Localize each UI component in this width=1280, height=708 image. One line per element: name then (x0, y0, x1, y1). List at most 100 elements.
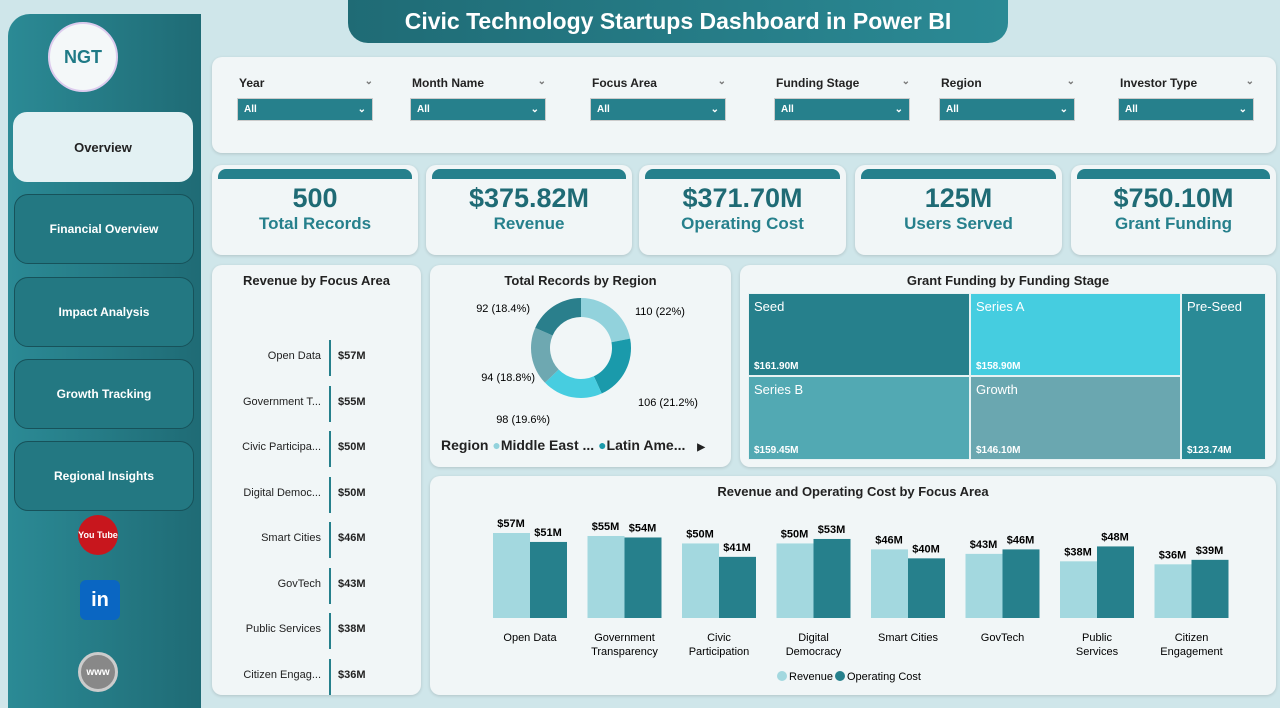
kpi-label: Users Served (904, 214, 1013, 233)
nav-label: Impact Analysis (58, 305, 150, 319)
bar-label: $43M (970, 539, 998, 551)
bar-label: $36M (1159, 549, 1187, 561)
chevron-down-icon: ⌄ (530, 104, 539, 115)
tile-name: Seed (754, 299, 785, 314)
bar[interactable] (1154, 564, 1192, 618)
chevron-down-icon: ⌄ (710, 104, 719, 115)
page-title: Civic Technology Startups Dashboard in P… (348, 0, 1008, 43)
chevron-down-icon[interactable]: ⌄ (717, 76, 726, 87)
bar-category: Civic Participa... (242, 441, 321, 453)
filter-label: Funding Stage (776, 76, 860, 90)
bar[interactable] (329, 613, 331, 649)
nav-growth-tracking[interactable]: Growth Tracking (14, 359, 194, 429)
bar-label: $41M (723, 542, 751, 554)
bar[interactable] (329, 658, 331, 695)
donut-slice[interactable] (531, 327, 559, 383)
filter-dropdown[interactable]: All ⌄ (410, 98, 546, 121)
bar[interactable] (1097, 546, 1134, 618)
bar[interactable] (329, 567, 331, 604)
filter-dropdown[interactable]: All ⌄ (590, 98, 726, 121)
bar[interactable] (329, 476, 331, 513)
bar[interactable] (329, 431, 331, 467)
legend-item: Middle East ... (500, 437, 595, 453)
bar-label: $40M (912, 543, 940, 555)
bar[interactable] (1191, 559, 1229, 618)
linkedin-icon[interactable]: in (80, 580, 120, 620)
chevron-down-icon: ⌄ (1238, 104, 1247, 115)
bar[interactable] (530, 541, 567, 618)
nav-financial-overview[interactable]: Financial Overview (14, 194, 194, 264)
bar[interactable] (813, 538, 851, 618)
x-tick-label: Services (1076, 646, 1119, 658)
slice-label: 92 (18.4%) (476, 303, 530, 315)
bar[interactable] (624, 537, 662, 618)
donut-slice[interactable] (535, 298, 581, 336)
treemap-tile[interactable]: Series B $159.45M (748, 376, 970, 460)
treemap-tile[interactable]: Pre-Seed $123.74M (1181, 293, 1266, 460)
treemap-tile[interactable]: Series A $158.90M (970, 293, 1181, 376)
donut-slice[interactable] (544, 369, 602, 398)
x-tick-label: Participation (689, 646, 750, 658)
bar[interactable] (587, 535, 625, 618)
legend-item: Revenue (789, 671, 833, 683)
bar[interactable] (1002, 549, 1040, 618)
bar[interactable] (329, 522, 331, 558)
filter-label: Month Name (412, 76, 484, 90)
filter-dropdown[interactable]: All ⌄ (1118, 98, 1254, 121)
filter-value: All (1125, 104, 1138, 115)
bar[interactable] (965, 553, 1003, 618)
bar-category: Government T... (242, 395, 321, 408)
legend: Region ●Middle East ... ●Latin Ame... ▶ (441, 437, 705, 453)
bar-row: Digital Democ... $50M (212, 476, 421, 513)
chart-title: Grant Funding by Funding Stage (906, 273, 1110, 288)
tile-value: $158.90M (976, 361, 1021, 372)
filter-value: All (946, 104, 959, 115)
revenue-cost-panel: Revenue and Operating Cost by Focus Area… (430, 476, 1276, 695)
chevron-down-icon[interactable]: ⌄ (364, 76, 373, 87)
chevron-down-icon: ⌄ (357, 104, 366, 115)
filter-dropdown[interactable]: All ⌄ (774, 98, 910, 121)
legend-next-icon[interactable]: ▶ (697, 442, 705, 453)
bar[interactable] (871, 549, 908, 618)
kpi-card: 500 Total Records (212, 165, 418, 255)
bar-category: GovTech (277, 577, 321, 590)
donut-slice[interactable] (581, 298, 631, 343)
tile-name: Pre-Seed (1187, 299, 1242, 314)
bar-label: $55M (592, 521, 620, 533)
bar[interactable] (682, 543, 719, 618)
youtube-icon[interactable]: You Tube (78, 515, 118, 555)
grant-funding-panel: Grant Funding by Funding Stage Seed $161.… (740, 265, 1276, 467)
nav-impact-analysis[interactable]: Impact Analysis (14, 277, 194, 347)
nav-label: Regional Insights (53, 469, 154, 483)
chevron-down-icon[interactable]: ⌄ (537, 76, 546, 87)
bar-category: Citizen Engag... (243, 668, 321, 681)
chevron-down-icon[interactable]: ⌄ (1066, 76, 1075, 87)
bar-label: $55M (338, 395, 366, 408)
filter-panel (212, 57, 1276, 153)
x-tick-label: Engagement (1160, 646, 1222, 658)
filter-label: Region (941, 76, 982, 90)
bar[interactable] (776, 543, 814, 618)
bar[interactable] (329, 385, 331, 422)
treemap-tile[interactable]: Growth $146.10M (970, 376, 1181, 460)
bar-label: $46M (1007, 534, 1035, 546)
bar[interactable] (908, 558, 945, 618)
bar-row: Open Data $57M (212, 340, 421, 376)
kpi-value: $750.10M (1113, 183, 1234, 213)
bar[interactable] (1060, 561, 1097, 618)
filter-dropdown[interactable]: All ⌄ (237, 98, 373, 121)
bar[interactable] (719, 556, 756, 618)
bar[interactable] (329, 340, 331, 376)
bar[interactable] (493, 533, 530, 618)
globe-icon[interactable]: www (78, 652, 118, 692)
treemap-tile[interactable]: Seed $161.90M (748, 293, 970, 376)
filter-value: All (781, 104, 794, 115)
donut-slice[interactable] (593, 338, 631, 394)
nav-regional-insights[interactable]: Regional Insights (14, 441, 194, 511)
slice-label: 106 (21.2%) (638, 397, 698, 409)
nav-overview[interactable]: Overview (13, 112, 193, 182)
chevron-down-icon[interactable]: ⌄ (1245, 76, 1254, 87)
kpi-card: $375.82M Revenue (426, 165, 632, 255)
filter-dropdown[interactable]: All ⌄ (939, 98, 1075, 121)
chevron-down-icon[interactable]: ⌄ (901, 76, 910, 87)
